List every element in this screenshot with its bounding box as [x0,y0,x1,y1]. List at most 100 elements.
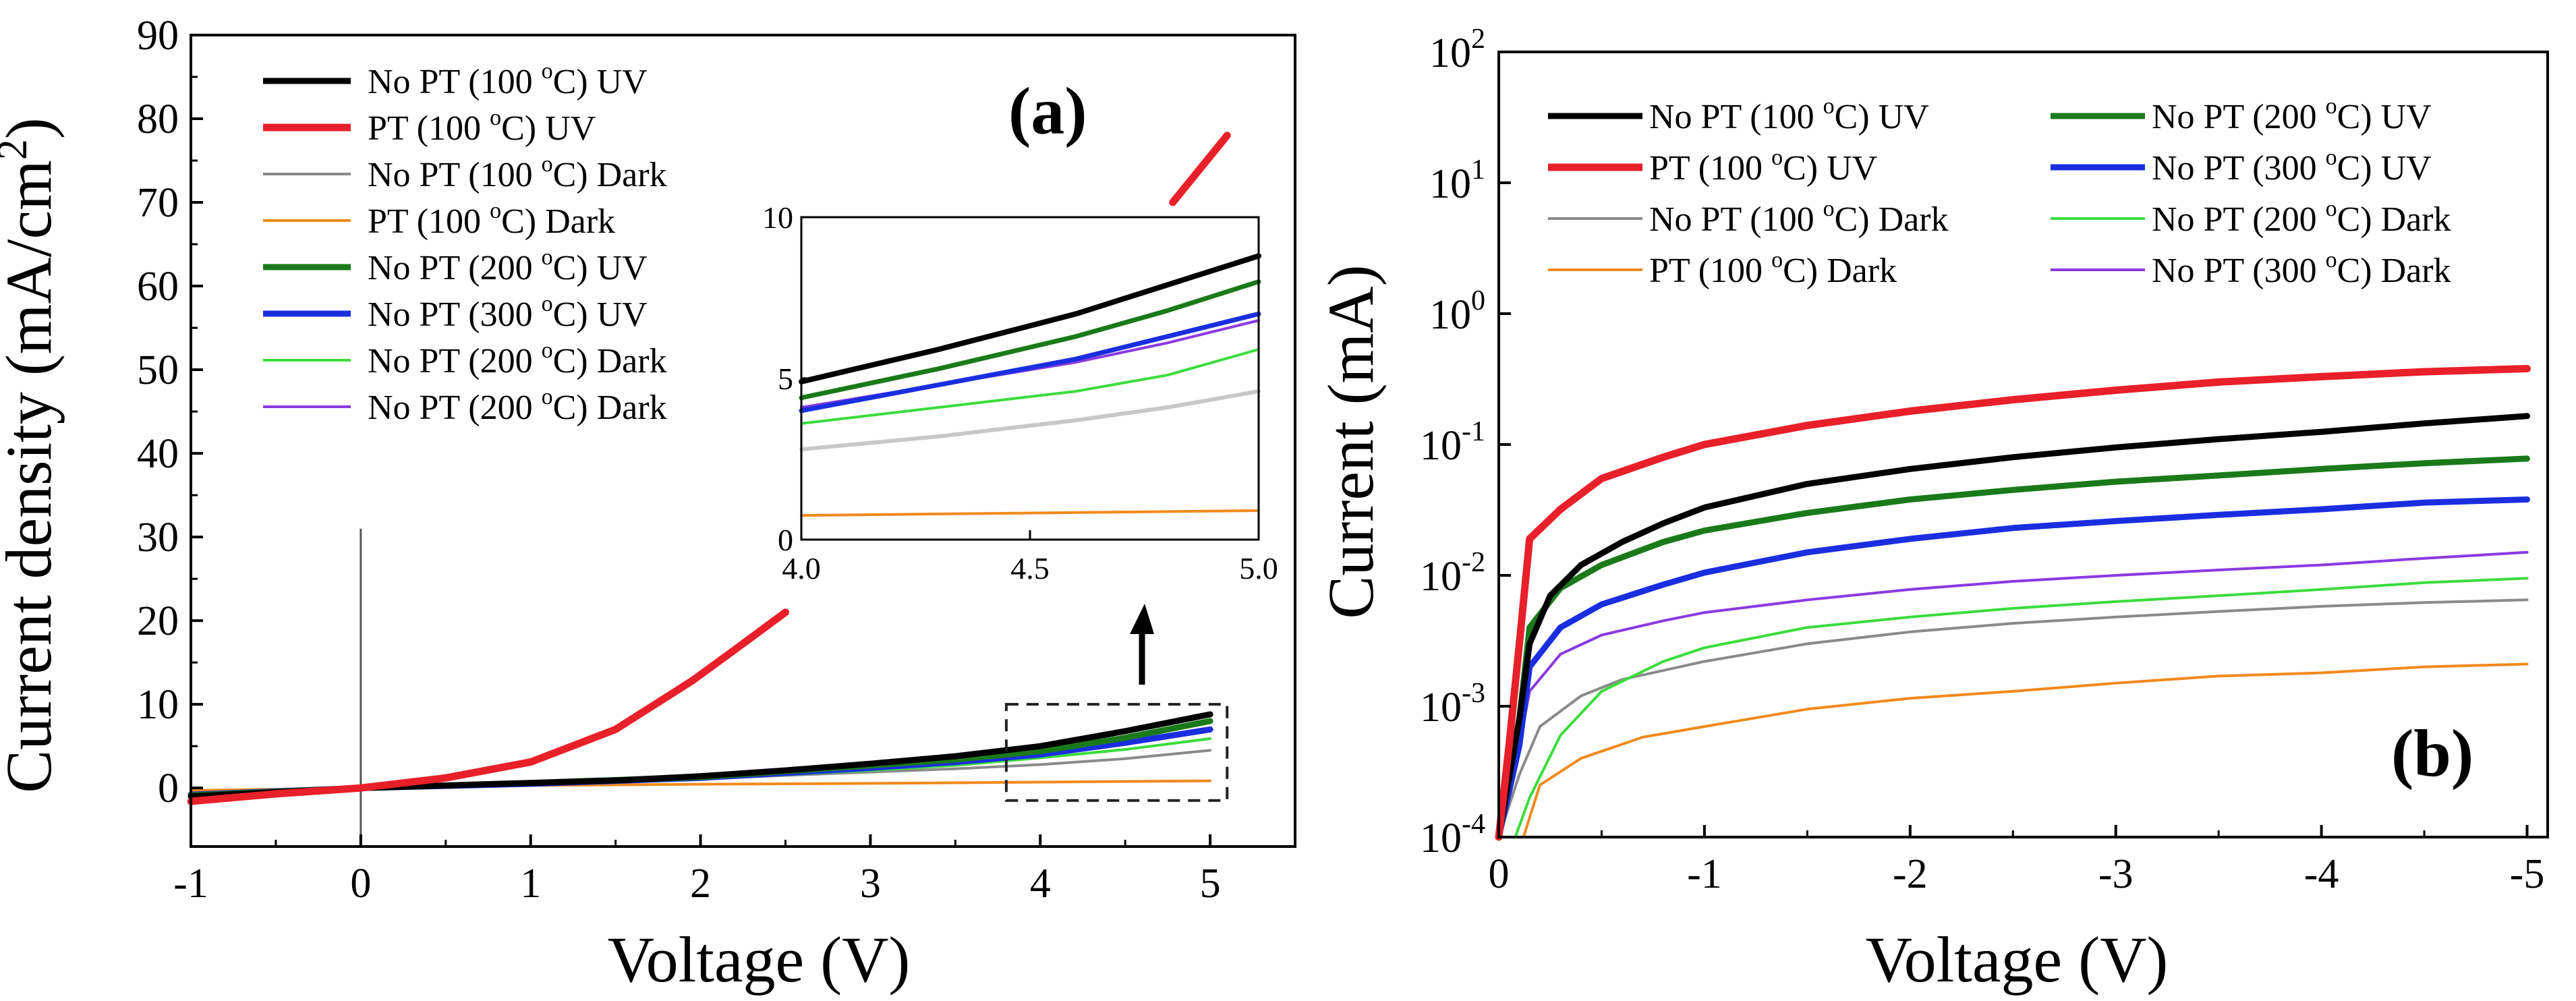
panel-b-legend-label-pre: No PT (100 [1649,98,1823,136]
panel-a-inset-series-line-0 [799,389,1261,452]
panel-a-inset-series-line-6 [799,253,1261,384]
panel-b-legend-label: No PT (300 oC) UV [2152,145,2432,188]
panel-b-legend-label: No PT (300 oC) Dark [2152,248,2451,290]
panel-b-y-tick-label-exponent: -3 [1462,678,1485,709]
panel-b-y-tick-label-exponent: -2 [1462,547,1485,578]
panel-a-legend-label: PT (100 oC) Dark [368,198,615,241]
panel-b-x-tick-label: -2 [1893,851,1928,897]
panel-a-legend-label-degree: o [542,245,553,270]
panel-a-legend-label-post: C) UV [553,295,648,334]
panel-a-y-tick-label: 50 [137,347,179,393]
panel-b-x-tick-label: -3 [2098,851,2134,897]
panel-a-x-tick-label: 3 [860,861,881,907]
panel-a-legend-label-pre: No PT (200 [368,342,542,380]
panel-b-y-tick-label-base: 10 [1420,685,1462,731]
panel-b-x-tick-label: 0 [1489,851,1510,897]
panel-b-label: (b) [2391,716,2473,791]
panel-a-legend-label: No PT (200 oC) UV [368,245,648,287]
panel-a-x-tick-label: -1 [173,861,208,907]
panel-b-legend-label-degree: o [2326,196,2337,221]
panel-b-y-tick-label-base: 10 [1420,554,1462,600]
panel-a-legend-label-post: C) UV [553,63,648,101]
panel-b-legend-label-post: C) UV [1783,149,1877,188]
panel-a-inset-series-line-5 [799,279,1261,401]
panel-b-y-tick-label: 10-4 [1420,809,1485,861]
panel-a-plot-frame [190,34,1296,848]
panel-b-y-tick-label-exponent: 0 [1471,285,1485,316]
panel-a-x-tick-label: 4 [1030,861,1051,907]
panel-a-inset-y-tick-label: 0 [778,523,793,557]
panel-a-y-tick-label: 40 [137,431,179,477]
panel-a-y-tick-label: 90 [137,13,179,59]
panel-b-legend-label-degree: o [2326,248,2337,273]
panel-a-legend-label-post: C) Dark [501,202,615,241]
panel-b-y-tick-label: 10-3 [1420,678,1485,731]
panel-b-legend-label-degree: o [1771,248,1783,273]
panel-a-zoom-box [1004,703,1229,802]
panel-a-y-axis-label: Current density (mA/cm2) [0,117,65,793]
panel-b-y-tick-label: 100 [1429,285,1485,338]
panel-b-x-tick-label: -4 [2304,851,2339,897]
panel-b-legend-label-post: C) Dark [2337,252,2451,290]
panel-a-legend-label-degree: o [490,105,501,130]
panel-b-series-line-6 [1514,577,2529,838]
panel-a-legend-label: PT (100 oC) UV [368,105,596,148]
panel-b-legend-label: No PT (200 oC) Dark [2152,196,2451,239]
panel-b-y-tick-label: 102 [1429,24,1485,76]
panel-b-y-tick-label-exponent: -1 [1462,416,1485,447]
panel-a-legend-label-pre: No PT (100 [368,63,542,101]
panel-a-inset-x-tick-label: 4.5 [1010,551,1050,585]
panel-a-series-line-0 [188,711,1213,800]
panel-b-legend-label-post: C) UV [1835,98,1929,136]
panel-a-y-axis-label-sup: 2 [0,139,36,160]
panel-a-legend-label-pre: PT (100 [368,202,490,241]
panel-b-y-tick-label-base: 10 [1420,816,1462,861]
panel-b-y-tick-label-base: 10 [1429,30,1471,76]
panel-b-y-axis-label: Current (mA) [1315,264,1387,619]
panel-b-series-line-0 [1495,413,2530,840]
panel-b-legend-label-post: C) Dark [1835,200,1949,239]
panel-a-x-tick-label: 1 [520,861,541,907]
panel-a-legend-label-pre: No PT (300 [368,295,542,334]
panel-a-legend-label-pre: No PT (200 [368,389,542,427]
panel-b-legend-label-pre: No PT (100 [1649,200,1823,239]
panel-b-legend-label-pre: No PT (300 [2152,252,2326,290]
panel-b-x-tick-label: -5 [2510,851,2545,897]
panel-b-legend-label: No PT (200 oC) UV [2152,94,2432,136]
panel-b-legend-label-pre: PT (100 [1649,252,1771,290]
panel-a-inset-y-tick-label: 5 [778,362,793,396]
panel-b-x-tick-label: -1 [1687,851,1722,897]
panel-b-y-tick-label: 101 [1429,154,1485,207]
panel-b-legend-label: PT (100 oC) UV [1649,145,1877,188]
panel-a-inset-background [801,217,1259,540]
panel-a-inset-x-tick-label: 4.0 [782,551,821,585]
panel-b-legend-label-post: C) UV [2337,149,2432,188]
panel-b-legend-label-pre: No PT (200 [2152,98,2326,136]
panel-b-series-line-7 [1497,550,2529,838]
panel-a-y-axis-label-end: ) [0,117,65,139]
panel-b-legend-label-degree: o [1823,196,1835,221]
panel-b-legend-label-pre: No PT (300 [2152,149,2326,188]
panel-b-y-tick-label-base: 10 [1429,161,1471,207]
panel-b-legend-label-degree: o [2326,94,2337,119]
panel-a-legend-label-pre: No PT (100 [368,156,542,194]
panel-a-legend-label: No PT (200 oC) Dark [368,338,667,380]
panel-b-y-tick-label-exponent: 2 [1471,24,1485,55]
panel-b-x-axis-label: Voltage (V) [1866,923,2169,996]
panel-b-series-line-2 [1497,598,2529,838]
panel-b-legend-label-post: C) UV [2337,98,2432,136]
panel-a-legend-label: No PT (100 oC) Dark [368,152,667,194]
panel-a-series-line-1 [187,608,789,805]
panel-a-legend-label: No PT (100 oC) UV [368,59,648,101]
panel-a-legend-label-post: C) Dark [553,389,667,427]
panel-a-inset-x-tick-label: 5.0 [1239,551,1278,585]
panel-a-y-tick-label: 60 [137,264,179,310]
panel-a-inset-series-line-4 [799,311,1261,413]
panel-a-series-line-1-upper [1169,132,1231,206]
panel-a-legend-label-post: C) Dark [553,342,667,380]
